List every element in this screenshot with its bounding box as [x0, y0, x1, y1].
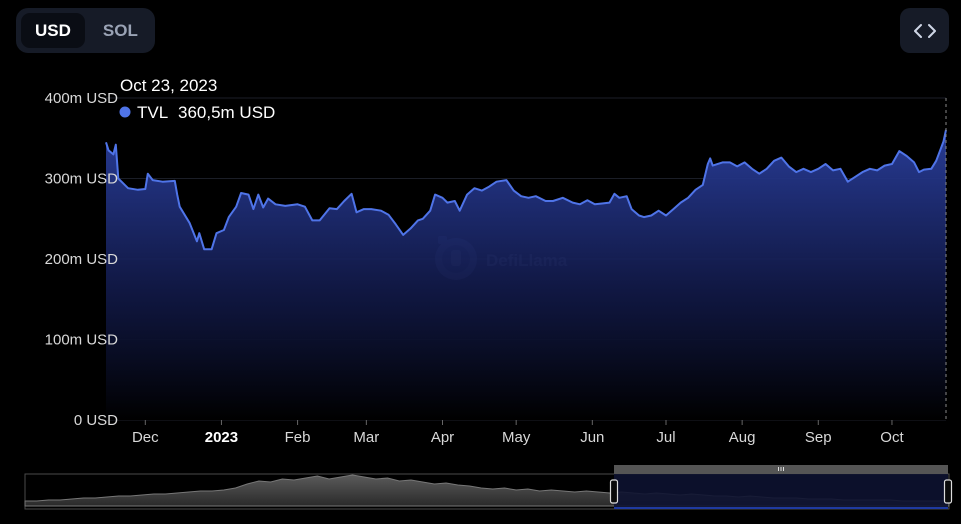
brush-right-handle[interactable]	[943, 479, 953, 504]
usd-toggle-button[interactable]: USD	[21, 13, 85, 48]
grip-icon	[778, 467, 784, 471]
overview-track	[24, 473, 950, 510]
tooltip-value: 360,5m USD	[178, 103, 275, 122]
time-range-slider	[24, 465, 953, 510]
area-layer	[105, 129, 947, 421]
x-tick-label: Aug	[729, 429, 756, 446]
brush-drag-bar[interactable]	[614, 465, 948, 474]
y-tick-label: 300m USD	[45, 171, 119, 188]
llama-logo-icon	[435, 236, 477, 280]
x-axis: Dec 2023 Feb Mar Apr May Jun Jul Aug Sep Oct	[132, 420, 904, 446]
tvl-series-line	[105, 129, 947, 251]
y-tick-label: 0 USD	[74, 412, 118, 429]
y-tick-label: 200m USD	[45, 251, 119, 268]
tooltip-series-name: TVL	[137, 103, 168, 122]
x-tick-label: Sep	[805, 429, 832, 446]
x-tick-label: Jul	[656, 429, 675, 446]
x-tick-label: Oct	[880, 429, 904, 446]
overview-sparkline	[24, 474, 950, 507]
sol-toggle-button[interactable]: SOL	[89, 13, 152, 48]
tooltip-date: Oct 23, 2023	[120, 76, 217, 95]
overview-area	[24, 474, 950, 507]
brush-left-handle[interactable]	[609, 479, 619, 504]
x-tick-label: May	[502, 429, 531, 446]
y-tick-label: 100m USD	[45, 332, 119, 349]
chart-tooltip: Oct 23, 2023 TVL 360,5m USD	[119, 76, 275, 122]
currency-toggle: USD SOL	[16, 8, 155, 53]
y-tick-label: 400m USD	[45, 90, 119, 107]
x-tick-label: Jun	[580, 429, 604, 446]
embed-code-button[interactable]	[900, 8, 949, 53]
tvl-area-fill	[106, 129, 946, 421]
brush-window[interactable]	[614, 474, 948, 509]
x-tick-label: 2023	[205, 429, 238, 446]
x-tick-label: Dec	[132, 429, 159, 446]
tooltip-series-marker	[119, 106, 131, 118]
x-tick-label: Mar	[353, 429, 379, 446]
y-axis: 0 USD 100m USD 200m USD 300m USD 400m USD	[45, 90, 119, 429]
watermark-text: DefiLlama	[486, 251, 568, 270]
x-tick-label: Apr	[431, 429, 454, 446]
defillama-watermark: DefiLlama	[435, 236, 568, 280]
x-tick-label: Feb	[285, 429, 311, 446]
grid-lines	[106, 97, 946, 421]
code-brackets-icon	[913, 23, 936, 38]
